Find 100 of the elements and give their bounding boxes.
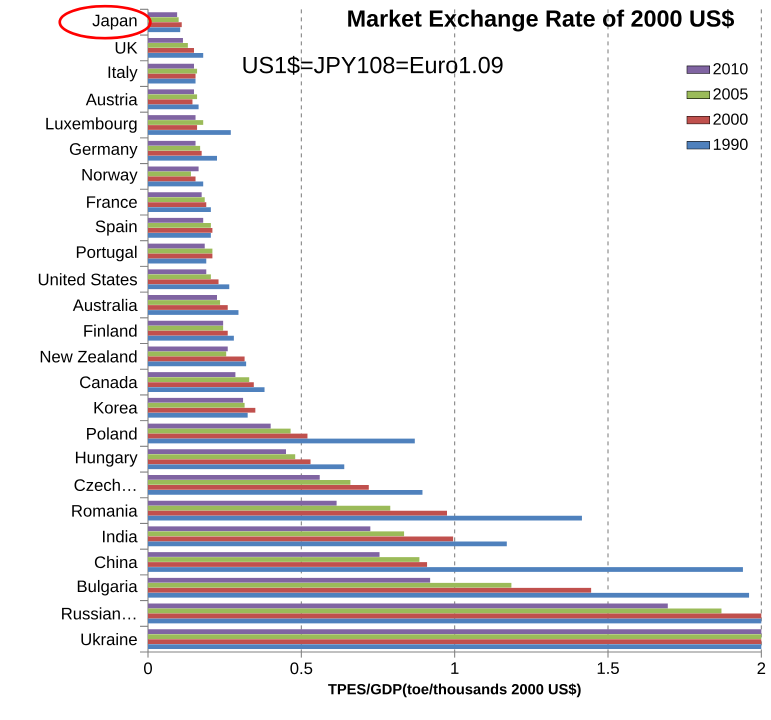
bar: [148, 140, 196, 146]
bar: [148, 12, 178, 18]
bar: [148, 182, 204, 186]
bar: [148, 130, 231, 135]
y-tick-label: New Zealand: [40, 350, 136, 362]
bar: [148, 567, 743, 572]
x-tick-label: 1.5: [598, 662, 619, 674]
y-tick-label: India: [103, 530, 138, 542]
bar: [148, 244, 205, 248]
bar: [148, 424, 271, 428]
y-tick-label: China: [94, 556, 138, 568]
bar: [148, 402, 245, 408]
bar: [148, 330, 228, 336]
bar: [148, 232, 211, 238]
y-tick-label: UK: [116, 42, 138, 54]
bar: [148, 398, 244, 403]
x-tick-label: 2: [758, 662, 766, 674]
bar: [148, 336, 234, 341]
bar: [148, 604, 668, 608]
bar: [148, 438, 415, 444]
bar: [148, 104, 199, 110]
bar: [148, 387, 265, 392]
bar: [148, 510, 447, 516]
bar: [148, 89, 194, 94]
bar: [148, 74, 196, 78]
bar: [148, 629, 762, 634]
bar: [148, 94, 198, 100]
bar: [148, 412, 248, 418]
bar: [148, 531, 404, 536]
y-tick-label: Italy: [108, 66, 138, 82]
bar: [148, 362, 246, 366]
bar: [148, 618, 762, 624]
y-tick-label: Finland: [84, 324, 137, 337]
bar: [148, 346, 228, 352]
y-tick-label: Norway: [82, 168, 138, 184]
bar: [148, 38, 183, 43]
y-tick-label: Hungary: [76, 452, 138, 467]
bar: [148, 372, 236, 377]
bar: [148, 377, 250, 382]
y-tick-label: Czech…: [74, 478, 136, 492]
bar: [148, 449, 286, 454]
bar: [148, 356, 245, 362]
y-tick-label: Germany: [70, 143, 138, 158]
bar: [148, 428, 291, 434]
y-tick-label: Austria: [86, 93, 138, 106]
y-tick-label: Portugal: [76, 246, 136, 262]
bar: [148, 150, 202, 156]
bar: [148, 552, 380, 557]
y-tick-label: Romania: [72, 504, 138, 517]
y-tick-label: Ukraine: [81, 633, 137, 646]
bar: [148, 485, 369, 490]
bar: [148, 192, 202, 197]
bar: [148, 326, 224, 331]
y-tick-label: Spain: [96, 220, 136, 236]
bar: [148, 166, 199, 172]
bar: [148, 536, 454, 542]
bar: [148, 146, 200, 151]
bar: [148, 295, 218, 300]
bar: [148, 125, 198, 130]
bar: [148, 207, 211, 212]
bar: [148, 68, 198, 74]
bar: [148, 464, 344, 470]
y-tick-label: Bulgaria: [78, 580, 138, 596]
bar: [148, 300, 220, 305]
bar: [148, 639, 762, 644]
bar: [148, 218, 204, 223]
bar: [148, 382, 254, 387]
bar: [148, 614, 762, 618]
chart-title: Market Exchange Rate of 2000 US$: [348, 9, 734, 32]
x-axis-title: TPES/GDP(toe/thousands 2000 US$): [328, 683, 581, 698]
bar: [148, 310, 238, 315]
bar: [148, 99, 192, 104]
bar: [148, 634, 762, 640]
bar: [148, 258, 206, 264]
x-tick-label: 0: [144, 662, 152, 674]
legend-label: 2010: [713, 63, 748, 74]
bar: [148, 408, 256, 413]
bar: [148, 592, 750, 598]
y-tick-label: France: [87, 196, 137, 208]
x-tick-label: 0.5: [290, 662, 312, 674]
bar: [148, 608, 722, 614]
bar: [148, 27, 180, 32]
bar: [148, 228, 212, 233]
text: US1$=JPY108=Euro1.09: [243, 56, 503, 75]
bar: [148, 115, 196, 120]
y-tick-label: Luxembourg: [46, 117, 137, 133]
bar: [148, 202, 206, 208]
bar: [148, 459, 311, 464]
bar: [148, 176, 196, 182]
bar: [148, 434, 308, 438]
bar: [148, 305, 228, 310]
bar: [148, 197, 205, 202]
bar: [148, 516, 582, 521]
bar: [148, 506, 390, 510]
bar: [148, 644, 762, 650]
bar: [148, 222, 211, 228]
y-tick-label: Japan: [92, 14, 136, 30]
bar: [148, 64, 194, 68]
bar: [148, 320, 224, 326]
bar: [148, 351, 226, 356]
